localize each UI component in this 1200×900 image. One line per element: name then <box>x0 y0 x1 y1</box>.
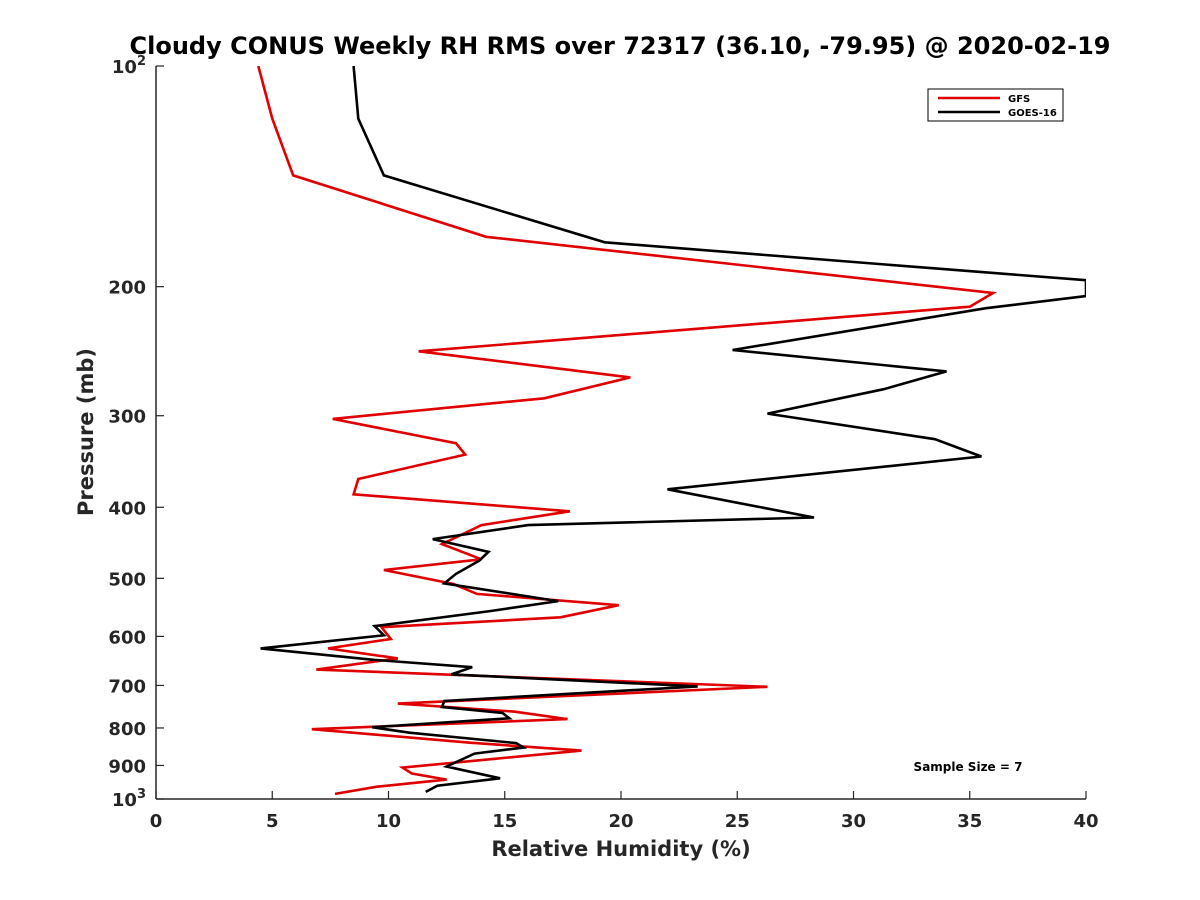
x-tick-label: 5 <box>266 811 279 832</box>
y-tick-label: 103 <box>112 787 146 811</box>
y-tick-label: 200 <box>108 278 146 299</box>
y-tick-label: 102 <box>112 54 146 78</box>
legend-label: GOES-16 <box>1008 108 1057 119</box>
legend-box <box>927 88 1064 122</box>
x-tick-label: 10 <box>376 811 401 832</box>
x-tick-label: 35 <box>957 811 982 832</box>
plot-area <box>155 66 1086 800</box>
sample-size-annotation: Sample Size = 7 <box>914 760 1023 774</box>
legend-items: GFS GOES-16 <box>938 94 1057 119</box>
series-line-goes-16 <box>260 66 1086 794</box>
y-tick-label: 700 <box>108 676 146 697</box>
plot-background <box>156 66 1086 799</box>
series-line-gfs <box>257 66 998 796</box>
y-tick-label: 900 <box>108 756 146 777</box>
y-tick-label: 600 <box>108 627 146 648</box>
y-axis-label: Pressure (mb) <box>74 348 98 516</box>
x-axis-ticks: 0 5 10 15 20 25 30 35 40 <box>150 791 1099 832</box>
x-tick-label: 20 <box>608 811 633 832</box>
y-tick-label: 300 <box>108 407 146 428</box>
y-tick-exponent: 2 <box>137 54 146 69</box>
y-tick-exponent: 3 <box>137 787 146 802</box>
chart-title: Cloudy CONUS Weekly RH RMS over 72317 (3… <box>130 32 1111 60</box>
y-tick-label: 800 <box>108 719 146 740</box>
x-axis-label: Relative Humidity (%) <box>491 837 750 861</box>
x-tick-label: 25 <box>725 811 750 832</box>
x-tick-label: 30 <box>841 811 866 832</box>
x-tick-label: 40 <box>1073 811 1098 832</box>
y-tick-base: 10 <box>112 790 137 811</box>
x-tick-label: 15 <box>492 811 517 832</box>
y-tick-label: 500 <box>108 569 146 590</box>
y-tick-base: 10 <box>112 57 137 78</box>
x-tick-label: 0 <box>150 811 163 832</box>
y-tick-label: 400 <box>108 498 146 519</box>
series-layer <box>257 66 1086 796</box>
legend: GFS GOES-16 <box>927 88 1064 122</box>
legend-label: GFS <box>1008 94 1030 105</box>
